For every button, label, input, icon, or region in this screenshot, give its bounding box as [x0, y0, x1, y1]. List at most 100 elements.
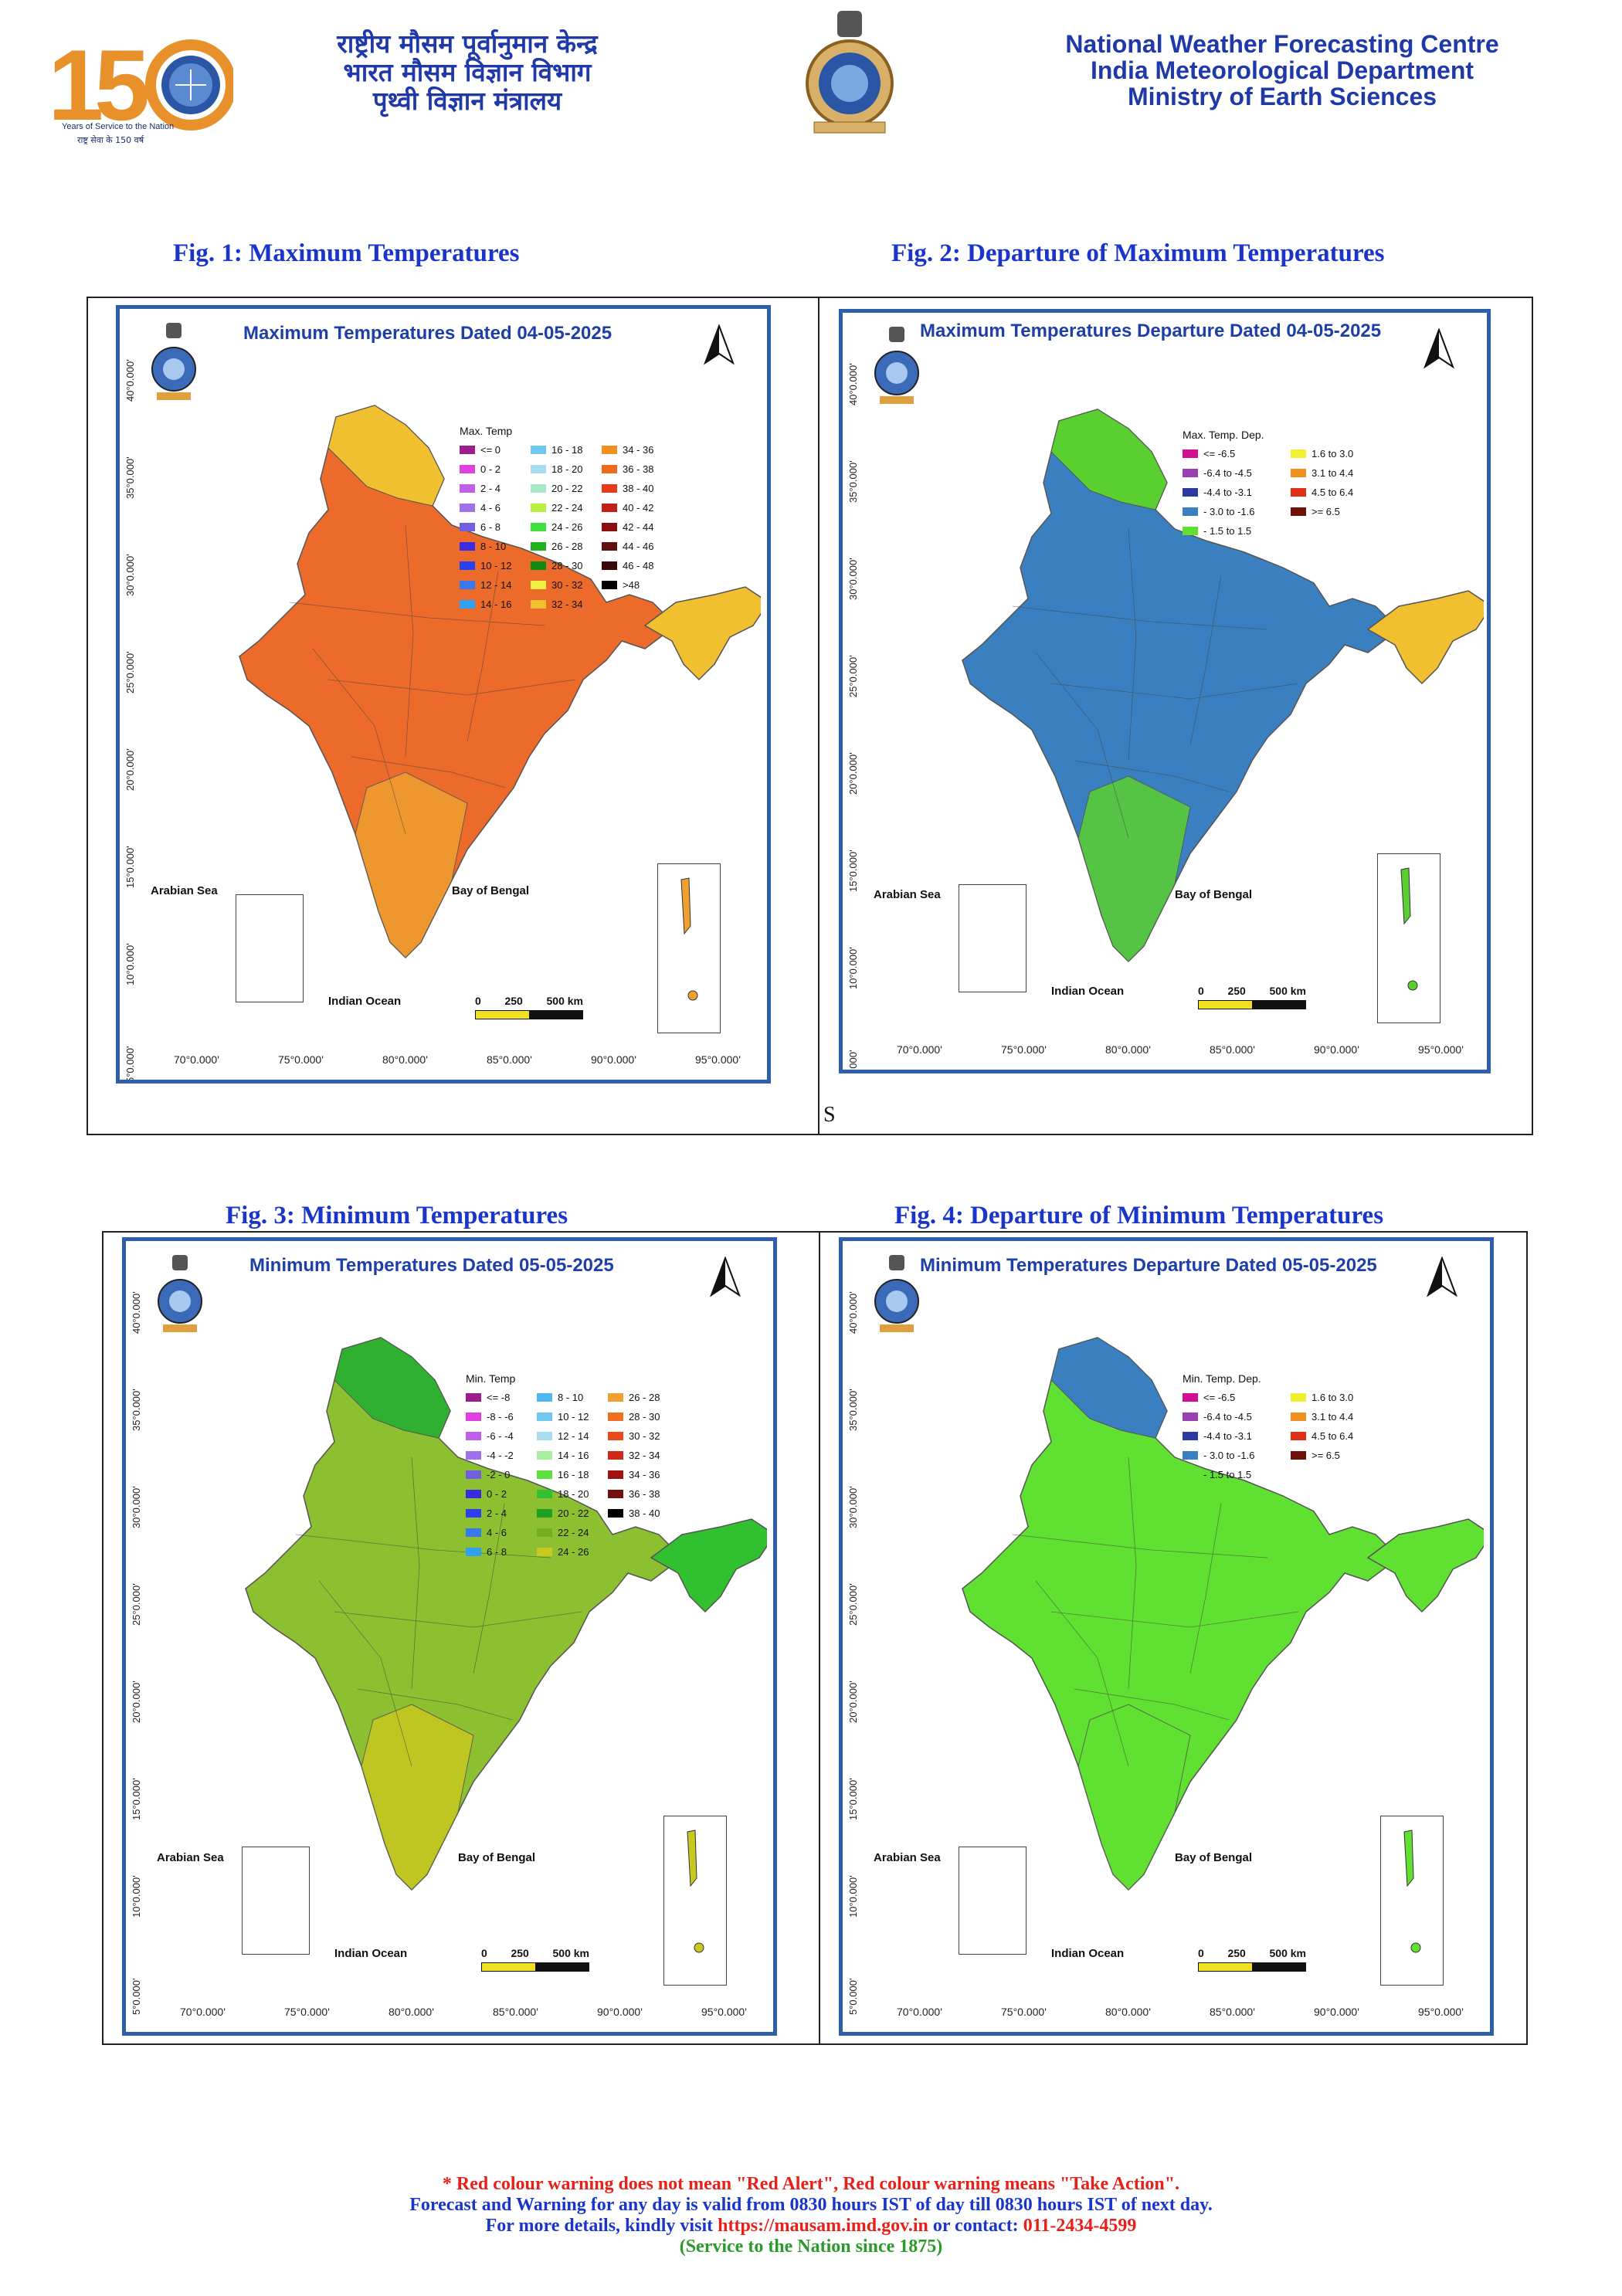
- andaman-nicobar-inset: [657, 863, 721, 1033]
- legend-label: <= -8: [487, 1392, 511, 1403]
- legend-label: 14 - 16: [558, 1450, 589, 1461]
- legend-label: >= 6.5: [1312, 506, 1340, 517]
- latitude-tick: 10°0.000': [131, 1875, 142, 1918]
- andaman-nicobar-inset: [1377, 853, 1440, 1023]
- legend-item: -6 - -4: [466, 1426, 537, 1446]
- legend-swatch: [460, 484, 475, 493]
- legend-item: - 1.5 to 1.5: [1183, 1465, 1291, 1484]
- legend-item: -8 - -6: [466, 1407, 537, 1426]
- latitude-tick: 20°0.000': [131, 1680, 142, 1723]
- map-title: Minimum Temperatures Dated 05-05-2025: [249, 1255, 614, 1276]
- legend-item: 26 - 28: [608, 1388, 679, 1407]
- latitude-tick: 20°0.000': [847, 752, 859, 795]
- top-frame-divider: [818, 297, 819, 1135]
- longitude-tick: 90°0.000': [591, 1053, 636, 1066]
- footer: * Red colour warning does not mean "Red …: [0, 2174, 1622, 2257]
- legend-swatch: [608, 1393, 623, 1402]
- legend-label: 24 - 26: [558, 1546, 589, 1558]
- longitude-tick: 85°0.000': [493, 2006, 538, 2018]
- imd-emblem-icon: [157, 1253, 203, 1342]
- legend-item: 26 - 28: [531, 537, 602, 556]
- legend: Min. Temp <= -8 -8 - -6 -6 - -4 -4 - -2 -2 -…: [466, 1372, 679, 1562]
- legend-label: 0 - 2: [480, 463, 501, 475]
- latitude-tick: 10°0.000': [847, 1875, 859, 1918]
- legend-swatch: [460, 465, 475, 473]
- south-region: [355, 772, 468, 958]
- footer-website-link[interactable]: https://mausam.imd.gov.in: [718, 2216, 928, 2236]
- india-mainland: [962, 1337, 1400, 1891]
- legend-item: 8 - 10: [537, 1388, 608, 1407]
- latitude-tick: 35°0.000': [847, 1389, 859, 1431]
- legend-label: 18 - 20: [551, 463, 583, 475]
- fig4-caption: Fig. 4: Departure of Minimum Temperature…: [894, 1202, 1384, 1229]
- legend-item: 40 - 42: [602, 498, 673, 517]
- legend-item: 2 - 4: [466, 1504, 537, 1523]
- legend-swatch: [1183, 1451, 1198, 1460]
- legend-swatch: [531, 561, 546, 570]
- legend-swatch: [537, 1393, 552, 1402]
- latitude-tick: 5°0.000': [847, 1978, 859, 2015]
- latitude-tick: 20°0.000': [124, 748, 136, 791]
- fig1-caption: Fig. 1: Maximum Temperatures: [173, 239, 520, 267]
- scale-bar: 0 250 500 km: [481, 1947, 589, 1972]
- legend-item: <= 0: [460, 440, 531, 460]
- legend-swatch: [1183, 527, 1198, 535]
- legend-label: -8 - -6: [487, 1411, 514, 1423]
- legend-item: 34 - 36: [608, 1465, 679, 1484]
- legend-item: 1.6 to 3.0: [1291, 1388, 1399, 1407]
- legend-label: 2 - 4: [480, 483, 501, 494]
- longitude-tick: 80°0.000': [1105, 1043, 1151, 1056]
- legend-swatch: [537, 1509, 552, 1518]
- indian-ocean-label: Indian Ocean: [1051, 985, 1125, 998]
- legend-item: 16 - 18: [537, 1465, 608, 1484]
- legend-label: 3.1 to 4.4: [1312, 1411, 1354, 1423]
- latitude-tick: 5°0.000': [847, 1050, 859, 1073]
- bay-of-bengal-label: Bay of Bengal: [458, 1851, 536, 1864]
- north-region: [1050, 1337, 1168, 1439]
- indian-ocean-label: Indian Ocean: [334, 1947, 408, 1960]
- legend-item: 38 - 40: [602, 479, 673, 498]
- latitude-tick: 5°0.000': [131, 1978, 142, 2015]
- scale-bar: 0 250 500 km: [1198, 1947, 1306, 1972]
- legend-swatch: [608, 1470, 623, 1479]
- legend-item: 4.5 to 6.4: [1291, 483, 1399, 502]
- logo-tagline: Years of Service to the Nation: [62, 122, 175, 131]
- hindi-line-3: पृथ्वी विज्ञान मंत्रालय: [372, 86, 562, 116]
- legend-label: 6 - 8: [480, 521, 501, 533]
- legend-item: 1.6 to 3.0: [1291, 444, 1399, 463]
- logo-tagline-hindi: राष्ट्र सेवा के 150 वर्ष: [77, 135, 144, 145]
- latitude-tick: 40°0.000': [847, 363, 859, 405]
- legend-item: 30 - 32: [608, 1426, 679, 1446]
- legend-label: 26 - 28: [551, 541, 583, 552]
- legend-label: >= 6.5: [1312, 1450, 1340, 1461]
- legend-label: <= -6.5: [1203, 1392, 1236, 1403]
- legend-swatch: [1291, 449, 1306, 458]
- latitude-tick: 40°0.000': [847, 1291, 859, 1334]
- legend-swatch: [460, 542, 475, 551]
- india-mainland: [962, 409, 1400, 963]
- scale-label-0: 0: [1198, 985, 1204, 997]
- legend-title: Min. Temp: [466, 1372, 516, 1385]
- longitude-tick: 85°0.000': [487, 1053, 532, 1066]
- legend-item: 30 - 32: [531, 575, 602, 595]
- longitude-tick: 70°0.000': [180, 2006, 226, 2018]
- legend-swatch: [1183, 1413, 1198, 1421]
- legend-swatch: [1183, 507, 1198, 516]
- legend-item: 4.5 to 6.4: [1291, 1426, 1399, 1446]
- legend-swatch: [537, 1413, 552, 1421]
- legend-title: Max. Temp. Dep.: [1183, 429, 1264, 441]
- bay-of-bengal-label: Bay of Bengal: [1175, 888, 1253, 901]
- legend-item: 20 - 22: [537, 1504, 608, 1523]
- imd-emblem-icon: [151, 321, 197, 410]
- latitude-tick: 10°0.000': [847, 947, 859, 989]
- hindi-header: राष्ट्रीय मौसम पूर्वानुमान केन्द्र भारत …: [270, 29, 664, 115]
- legend-swatch: [1291, 1413, 1306, 1421]
- legend-label: - 3.0 to -1.6: [1203, 506, 1255, 517]
- latitude-tick: 35°0.000': [131, 1389, 142, 1431]
- legend-swatch: [1291, 1432, 1306, 1440]
- legend-label: 4.5 to 6.4: [1312, 487, 1354, 498]
- latitude-tick: 30°0.000': [131, 1486, 142, 1528]
- legend: Max. Temp <= 0 0 - 2 2 - 4 4 - 6 6 - 8 8 - 10…: [460, 425, 673, 614]
- legend-item: -6.4 to -4.5: [1183, 1407, 1291, 1426]
- legend-swatch: [460, 446, 475, 454]
